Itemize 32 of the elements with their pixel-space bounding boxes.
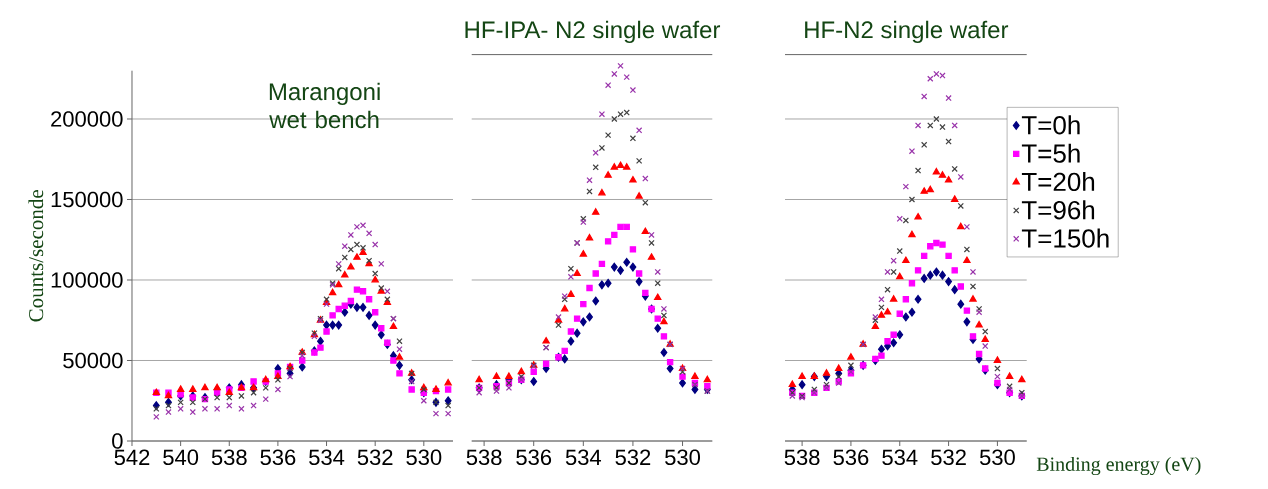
y-tick-label: 150000 xyxy=(51,191,123,208)
chart-title: HF-IPA- N2 single wafer xyxy=(465,20,721,44)
x-tick-label: 534 xyxy=(309,449,345,466)
x-tick-label: 536 xyxy=(833,449,869,466)
y-tick-label: 200000 xyxy=(51,111,123,127)
x-tick-label: 536 xyxy=(260,449,296,466)
x-tick-label: 532 xyxy=(931,449,966,466)
x-tick-label: 536 xyxy=(516,449,552,466)
chart-title: HF-N2 single wafer xyxy=(805,20,1009,44)
x-axis-title: Binding energy (eV) xyxy=(1036,456,1201,476)
legend-label: T=0h xyxy=(1021,115,1080,135)
x-tick-label: 538 xyxy=(784,449,820,466)
x-tick-label: 542 xyxy=(114,449,150,466)
x-tick-label: 530 xyxy=(979,449,1015,466)
x-tick-label: 538 xyxy=(466,449,502,466)
legend-label: T=150h xyxy=(1021,228,1109,248)
x-tick-label: 538 xyxy=(211,449,247,466)
y-axis-title: Counts/seconde xyxy=(28,190,44,322)
x-tick-label: 534 xyxy=(882,449,918,466)
legend-label: T=96h xyxy=(1021,200,1095,220)
x-tick-label: 530 xyxy=(406,449,442,466)
x-tick-label: 532 xyxy=(615,449,651,466)
text: Marangoni wet bench xyxy=(269,82,380,129)
y-tick-label: 0 xyxy=(112,433,123,449)
y-tick-label: 50000 xyxy=(63,352,123,369)
x-tick-label: 532 xyxy=(357,449,393,466)
x-tick-label: 534 xyxy=(565,449,602,466)
x-tick-label: 530 xyxy=(665,449,701,466)
legend-label: T=20h xyxy=(1021,171,1095,192)
x-tick-label: 540 xyxy=(163,449,199,466)
y-tick-label: 100000 xyxy=(51,272,123,288)
legend-label: T=5h xyxy=(1021,143,1080,163)
